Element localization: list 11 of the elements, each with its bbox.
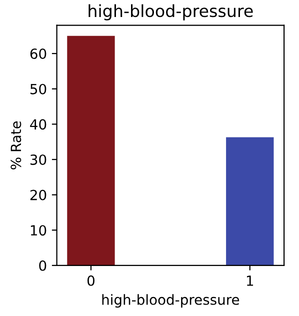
- x-axis-title: high-blood-pressure: [102, 294, 240, 308]
- y-tick-label: 50: [30, 84, 46, 94]
- y-tick-label: 20: [30, 190, 46, 200]
- chart-title: high-blood-pressure: [88, 4, 253, 20]
- y-tick-label: 60: [30, 48, 46, 60]
- y-tick-label: 10: [30, 225, 46, 236]
- y-tick-label: 40: [30, 119, 46, 130]
- y-tick-label: 30: [30, 154, 46, 165]
- x-tick-label: 1: [246, 276, 254, 286]
- y-axis-title: % Rate: [10, 121, 22, 170]
- y-tick-label: 0: [39, 260, 46, 271]
